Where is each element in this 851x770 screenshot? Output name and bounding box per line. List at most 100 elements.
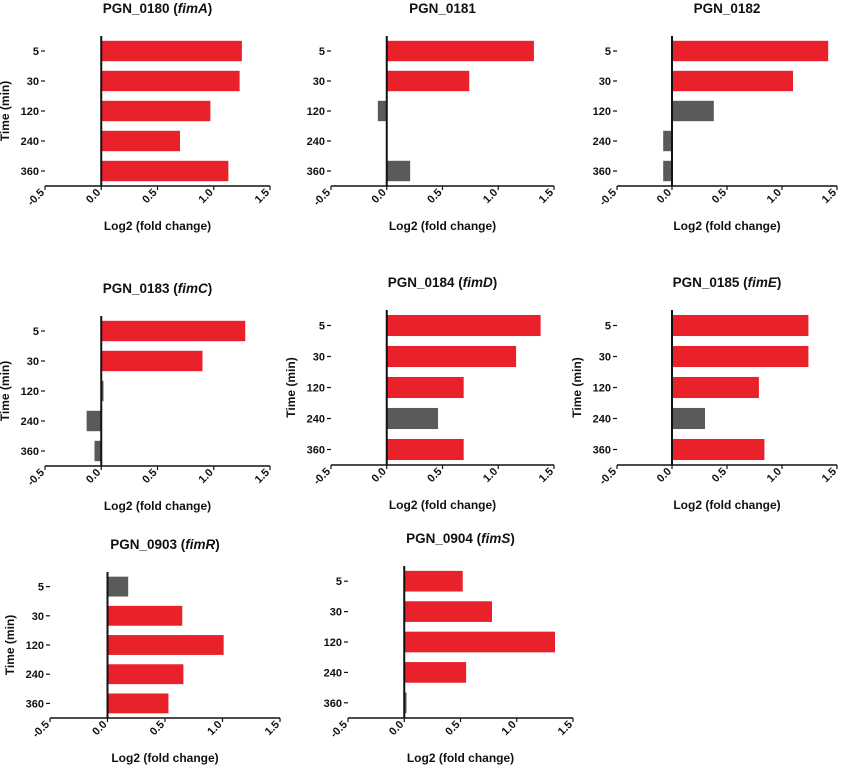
y-tick-label: 30 <box>313 352 325 364</box>
bar-360-min <box>94 440 102 462</box>
x-tick-label: 1.5 <box>820 187 839 206</box>
x-tick-label: 1.5 <box>556 719 575 738</box>
y-tick-label: 30 <box>32 611 44 623</box>
y-tick-label: 120 <box>26 640 44 652</box>
panel-title: PGN_0184 (fimD) <box>388 275 498 290</box>
x-tick-label: 0.0 <box>370 187 389 206</box>
x-axis-label: Log2 (fold change) <box>111 751 218 765</box>
y-tick-label: 360 <box>21 166 39 178</box>
y-tick-label: 120 <box>21 106 39 118</box>
panel-title-gene: PGN_0183 <box>103 281 170 296</box>
panel-title-open-paren: ( <box>473 531 482 546</box>
y-tick-label: 360 <box>21 446 39 458</box>
panel-title-open-paren: ( <box>177 537 186 552</box>
x-tick-label: 1.0 <box>205 719 224 738</box>
bar-360-min <box>101 160 229 182</box>
x-tick-label: 0.0 <box>387 719 406 738</box>
y-tick-label: 360 <box>324 698 342 710</box>
bar-360-min <box>386 160 411 182</box>
y-tick-label: 360 <box>26 698 44 710</box>
panel-title-gene: PGN_0903 <box>110 537 177 552</box>
bar-120-min <box>386 376 464 399</box>
x-tick-label: 0.5 <box>140 467 159 486</box>
y-tick-label: 360 <box>593 445 611 457</box>
y-tick-label: 30 <box>599 352 611 364</box>
x-tick-label: 1.0 <box>481 187 500 206</box>
y-tick-label: 120 <box>593 383 611 395</box>
panel-title-open-paren: ( <box>455 275 464 290</box>
x-tick-label: -0.5 <box>328 719 350 741</box>
y-tick-label: 360 <box>593 166 611 178</box>
panel-title-gene-name: fimS <box>481 531 510 546</box>
bar-240-min <box>101 130 180 152</box>
y-tick-label: 120 <box>21 386 39 398</box>
y-tick-label: 5 <box>605 46 611 58</box>
bar-5-min <box>672 40 829 62</box>
bar-120-min <box>672 100 714 122</box>
y-tick-label: 30 <box>313 76 325 88</box>
x-axis-label: Log2 (fold change) <box>407 751 514 765</box>
chart-panel-pgn-0904: PGN_0904 (fimS) 5 30 120 240 360 -0.5 0.0 0.5 1.0… <box>324 531 575 765</box>
bar-5-min <box>101 40 242 62</box>
y-tick-label: 240 <box>307 136 325 148</box>
bar-240-min <box>663 130 672 152</box>
x-tick-label: 1.0 <box>481 466 500 485</box>
panel-title-gene-name: fimA <box>178 1 208 16</box>
panel-title-gene: PGN_0184 <box>388 275 455 290</box>
y-tick-label: 240 <box>593 414 611 426</box>
x-tick-label: -0.5 <box>311 187 333 209</box>
panel-title-close-paren: ) <box>510 531 515 546</box>
x-tick-label: 0.5 <box>710 466 729 485</box>
panel-title-gene: PGN_0185 <box>673 275 740 290</box>
bar-240-min <box>672 407 705 430</box>
panel-title: PGN_0181 <box>409 1 476 16</box>
x-tick-label: 0.5 <box>710 187 729 206</box>
y-tick-label: 5 <box>336 576 342 588</box>
bar-240-min <box>86 410 102 432</box>
x-tick-label: 1.0 <box>197 187 216 206</box>
y-axis-label: Time (min) <box>0 81 12 141</box>
bar-30-min <box>672 70 793 92</box>
x-tick-label: -0.5 <box>597 466 619 488</box>
bar-5-min <box>107 576 129 597</box>
y-tick-label: 240 <box>307 414 325 426</box>
x-tick-label: 0.5 <box>443 719 462 738</box>
panel-title-gene: PGN_0904 <box>406 531 473 546</box>
y-tick-label: 30 <box>599 76 611 88</box>
y-tick-label: 120 <box>307 106 325 118</box>
chart-panel-pgn-0180: PGN_0180 (fimA) 5 30 120 240 360 -0.5 0.0 0.5 1.0… <box>0 1 272 233</box>
x-tick-label: 1.5 <box>820 466 839 485</box>
y-tick-label: 5 <box>605 321 611 333</box>
x-tick-label: 1.5 <box>263 719 282 738</box>
chart-panel-pgn-0182: PGN_0182 5 30 120 240 360 -0.5 0.0 0.5 1.0 1.5 Log2… <box>593 1 839 233</box>
x-axis-label: Log2 (fold change) <box>673 219 780 233</box>
bar-360-min <box>672 438 765 461</box>
y-tick-label: 360 <box>307 445 325 457</box>
bar-240-min <box>404 662 467 683</box>
bar-5-min <box>672 314 809 337</box>
x-tick-label: -0.5 <box>25 187 47 209</box>
panel-title: PGN_0185 (fimE) <box>673 275 782 290</box>
bar-5-min <box>101 320 246 342</box>
chart-panel-pgn-0185: PGN_0185 (fimE) 5 30 120 240 360 -0.5 0.0 0.5 1.0… <box>570 275 839 512</box>
x-tick-label: 0.0 <box>84 467 103 486</box>
x-tick-label: 1.5 <box>537 187 556 206</box>
panel-title: PGN_0903 (fimR) <box>110 537 220 552</box>
bar-120-min <box>377 100 387 122</box>
bar-5-min <box>386 314 541 337</box>
bar-360-min <box>663 160 672 182</box>
x-tick-label: 1.5 <box>537 466 556 485</box>
panel-title-close-paren: ) <box>493 275 498 290</box>
panel-title: PGN_0182 <box>694 1 761 16</box>
x-tick-label: 1.0 <box>765 466 784 485</box>
panel-title-close-paren: ) <box>208 1 213 16</box>
bar-30-min <box>386 345 517 368</box>
bar-360-min <box>404 692 407 714</box>
y-tick-label: 30 <box>330 607 342 619</box>
bar-240-min <box>386 407 439 430</box>
x-tick-label: 0.0 <box>90 719 109 738</box>
panel-title-close-paren: ) <box>208 281 213 296</box>
panel-title: PGN_0183 (fimC) <box>103 281 213 296</box>
y-axis-label: Time (min) <box>3 615 17 675</box>
